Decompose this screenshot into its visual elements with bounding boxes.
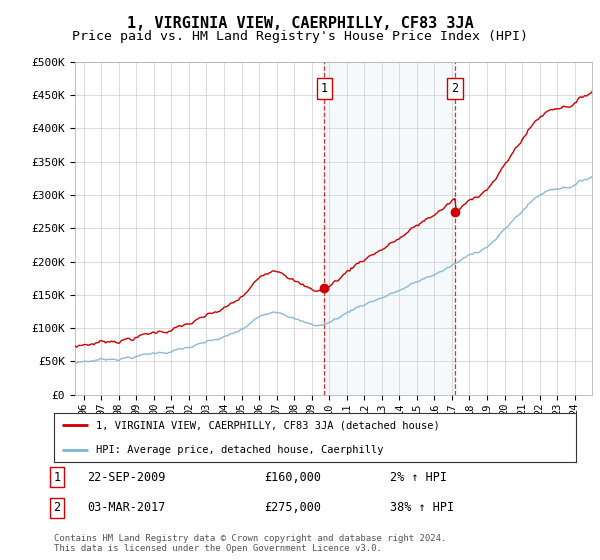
Text: 1, VIRGINIA VIEW, CAERPHILLY, CF83 3JA (detached house): 1, VIRGINIA VIEW, CAERPHILLY, CF83 3JA (…	[96, 420, 440, 430]
Text: Contains HM Land Registry data © Crown copyright and database right 2024.: Contains HM Land Registry data © Crown c…	[54, 534, 446, 543]
Text: £160,000: £160,000	[264, 470, 321, 484]
Text: 38% ↑ HPI: 38% ↑ HPI	[390, 501, 454, 515]
Text: 2% ↑ HPI: 2% ↑ HPI	[390, 470, 447, 484]
Text: Price paid vs. HM Land Registry's House Price Index (HPI): Price paid vs. HM Land Registry's House …	[72, 30, 528, 43]
Text: 2: 2	[451, 82, 458, 95]
Text: 22-SEP-2009: 22-SEP-2009	[87, 470, 166, 484]
Text: 1: 1	[53, 470, 61, 484]
Text: HPI: Average price, detached house, Caerphilly: HPI: Average price, detached house, Caer…	[96, 445, 383, 455]
Text: 03-MAR-2017: 03-MAR-2017	[87, 501, 166, 515]
Text: 1: 1	[321, 82, 328, 95]
Text: £275,000: £275,000	[264, 501, 321, 515]
Bar	[325, 62, 455, 395]
Text: 2: 2	[53, 501, 61, 515]
Text: This data is licensed under the Open Government Licence v3.0.: This data is licensed under the Open Gov…	[54, 544, 382, 553]
Text: 1, VIRGINIA VIEW, CAERPHILLY, CF83 3JA: 1, VIRGINIA VIEW, CAERPHILLY, CF83 3JA	[127, 16, 473, 31]
